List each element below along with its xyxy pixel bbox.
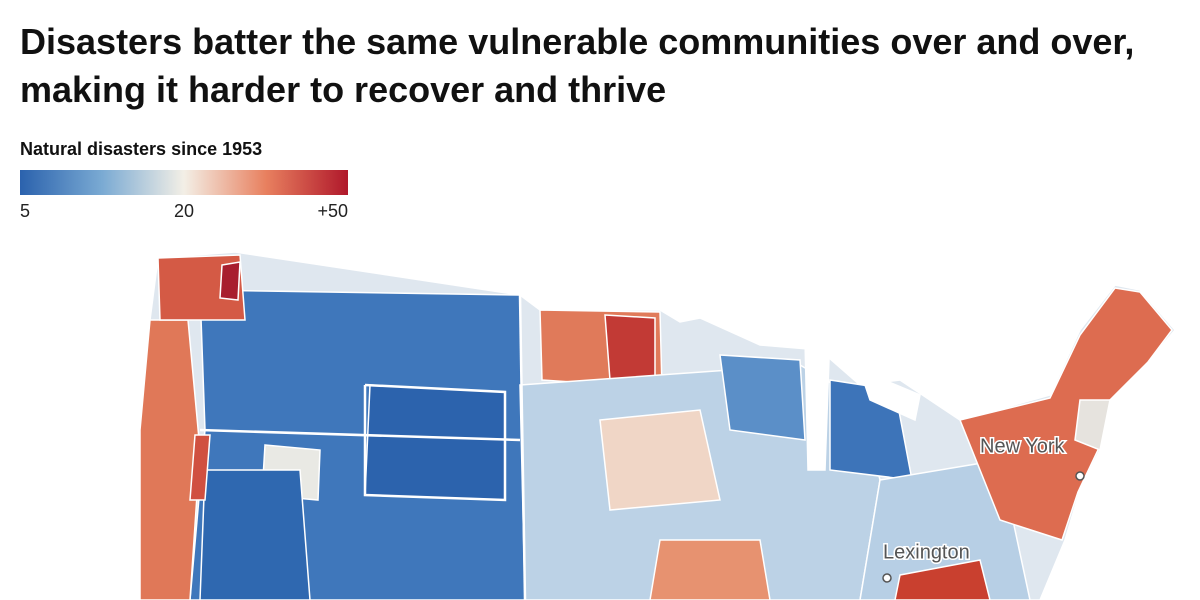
state-border xyxy=(363,383,507,502)
region xyxy=(189,434,211,501)
region xyxy=(858,368,921,422)
region xyxy=(139,319,201,600)
state-border xyxy=(199,428,521,442)
region xyxy=(804,330,831,471)
region xyxy=(719,354,806,441)
region xyxy=(894,559,991,600)
region xyxy=(599,409,721,511)
us-map xyxy=(139,251,1176,600)
region xyxy=(219,261,241,301)
legend-ticks: 5 20 +50 xyxy=(20,201,348,221)
region xyxy=(604,314,656,386)
legend-tick-label: 5 xyxy=(20,201,30,221)
legend-tick-label: +50 xyxy=(317,201,348,221)
region xyxy=(958,287,1173,541)
city-label: Lexington xyxy=(883,541,970,563)
city-marker xyxy=(882,573,892,583)
region xyxy=(364,384,506,501)
region xyxy=(859,459,1031,600)
title: Disasters batter the same vulnerable com… xyxy=(20,21,1135,110)
state-border xyxy=(518,294,527,600)
legend-tick-label: 20 xyxy=(174,201,194,221)
region xyxy=(1074,399,1111,452)
legend-title: Natural disasters since 1953 xyxy=(20,139,262,159)
city-marker xyxy=(1075,471,1085,481)
legend-ramp xyxy=(20,170,348,195)
region xyxy=(649,539,771,600)
region xyxy=(199,469,311,600)
city-label: New York xyxy=(980,435,1065,457)
